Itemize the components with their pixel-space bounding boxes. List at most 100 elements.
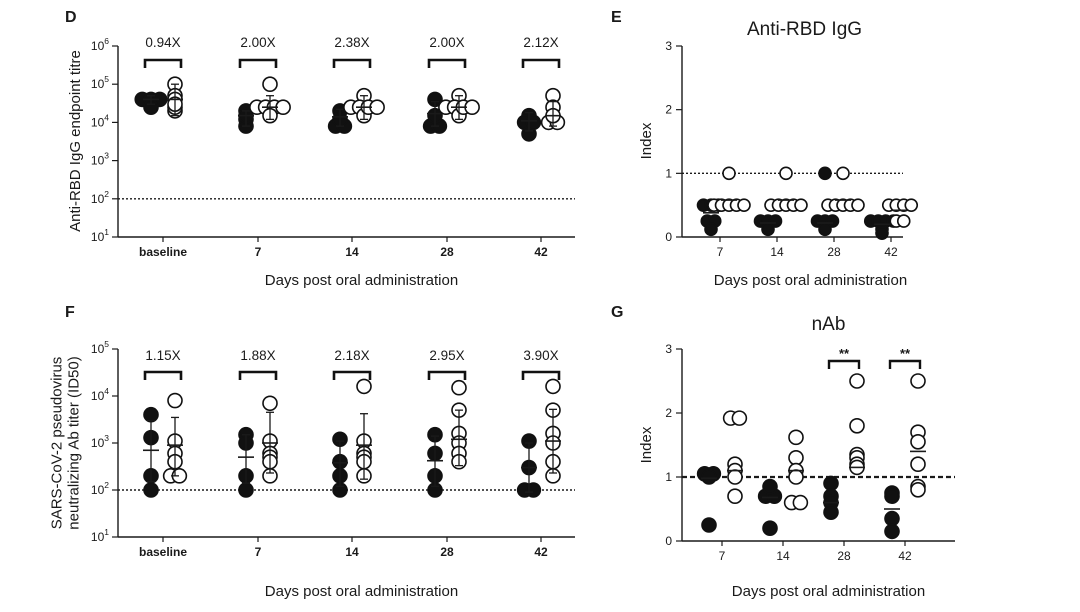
data-point-open [788, 429, 804, 446]
data-point-open [262, 395, 278, 412]
y-axis-label: Index [638, 122, 655, 159]
y-tick-exponent: 1 [104, 227, 109, 237]
fold-change-label: 2.95X [429, 348, 464, 363]
data-point-filled [701, 517, 717, 533]
data-point-filled [884, 510, 900, 527]
chart-title: Anti-RBD IgG [747, 19, 862, 40]
x-axis-label: Days post oral administration [732, 583, 925, 600]
x-tick-label: 28 [837, 549, 851, 563]
y-tick-label: 105 [91, 339, 109, 356]
fold-change-label: 1.15X [145, 348, 180, 363]
data-point-open [737, 198, 751, 212]
y-tick-label: 103 [91, 151, 109, 168]
y-tick-base: 10 [91, 436, 105, 450]
significance-label: ** [900, 346, 911, 361]
x-tick-label: 14 [776, 549, 790, 563]
y-tick-label: 0 [665, 230, 672, 244]
fold-change-label: 2.00X [240, 35, 275, 50]
data-point-filled [884, 523, 900, 540]
data-point-open [910, 481, 926, 498]
comparison-bracket [143, 370, 183, 380]
y-tick-label: 105 [91, 74, 109, 91]
y-tick-exponent: 5 [104, 74, 109, 84]
y-axis-label: Index [638, 426, 655, 463]
fold-change-label: 2.12X [523, 35, 558, 50]
y-tick-label: 1 [665, 166, 672, 180]
data-point-open [545, 378, 561, 395]
data-point-filled [701, 469, 717, 485]
x-tick-label: 42 [898, 549, 912, 563]
comparison-bracket [332, 58, 372, 68]
data-point-filled [762, 520, 778, 537]
x-tick-label: 7 [255, 245, 262, 259]
y-tick-base: 10 [91, 483, 105, 497]
y-tick-label: 101 [91, 227, 109, 244]
data-point-filled [768, 214, 783, 228]
fold-change-label: 3.90X [523, 348, 558, 363]
data-point-open [836, 166, 850, 181]
x-tick-label: 14 [345, 245, 359, 259]
x-tick-label: 28 [440, 545, 454, 559]
y-tick-exponent: 2 [104, 189, 109, 199]
data-point-open [849, 373, 865, 389]
x-tick-label: 42 [534, 545, 548, 559]
data-point-filled [761, 222, 775, 237]
data-point-filled [238, 482, 254, 498]
data-point-open [275, 99, 291, 115]
data-point-open [731, 410, 748, 426]
data-point-open [722, 166, 736, 181]
data-point-open [910, 456, 926, 473]
y-axis-label: Anti-RBD IgG endpoint titre [67, 50, 84, 232]
data-point-open [262, 76, 278, 92]
significance-bracket [888, 359, 922, 369]
y-tick-label: 3 [665, 39, 672, 53]
y-tick-label: 106 [91, 36, 109, 53]
data-point-open [369, 99, 385, 115]
y-tick-base: 10 [91, 154, 105, 168]
y-tick-label: 1 [665, 470, 672, 484]
y-tick-base: 10 [91, 192, 105, 206]
y-tick-label: 0 [665, 534, 672, 548]
data-point-open [727, 469, 743, 485]
y-tick-label: 102 [91, 480, 109, 497]
y-tick-label: 102 [91, 189, 109, 206]
data-point-open [464, 99, 480, 115]
panel-letter-d: D [65, 9, 77, 26]
data-point-filled [875, 226, 889, 240]
y-tick-base: 10 [91, 342, 105, 356]
x-axis-label: Days post oral administration [265, 272, 458, 289]
significance-label: ** [839, 346, 850, 361]
y-tick-label: 2 [665, 406, 672, 420]
x-tick-label: 7 [719, 549, 726, 563]
data-point-filled [818, 166, 832, 181]
y-tick-base: 10 [91, 115, 105, 129]
data-point-open [896, 214, 911, 228]
data-point-open [356, 378, 372, 395]
data-point-open [788, 449, 804, 466]
y-axis-label: neutralizing Ab titer (ID50) [66, 356, 83, 529]
y-tick-label: 103 [91, 433, 109, 450]
data-point-open [167, 392, 183, 409]
y-tick-exponent: 4 [104, 112, 109, 122]
y-tick-exponent: 5 [104, 339, 109, 349]
y-tick-base: 10 [91, 39, 105, 53]
comparison-bracket [143, 58, 183, 68]
comparison-bracket [521, 370, 561, 380]
y-tick-label: 104 [91, 386, 109, 403]
panel-letter-g: G [611, 304, 623, 321]
panel-letter-f: F [65, 304, 75, 321]
data-point-open [779, 166, 793, 181]
fold-change-label: 2.00X [429, 35, 464, 50]
fold-change-label: 0.94X [145, 35, 180, 50]
chart-title: nAb [812, 314, 846, 335]
data-point-filled [525, 114, 542, 131]
data-point-open [794, 198, 808, 212]
data-point-open [851, 198, 865, 212]
data-point-filled [704, 222, 718, 237]
x-tick-label: 7 [255, 545, 262, 559]
data-point-open [451, 379, 467, 396]
data-point-filled [143, 482, 159, 498]
y-tick-exponent: 3 [104, 151, 109, 161]
data-point-open [727, 488, 743, 505]
